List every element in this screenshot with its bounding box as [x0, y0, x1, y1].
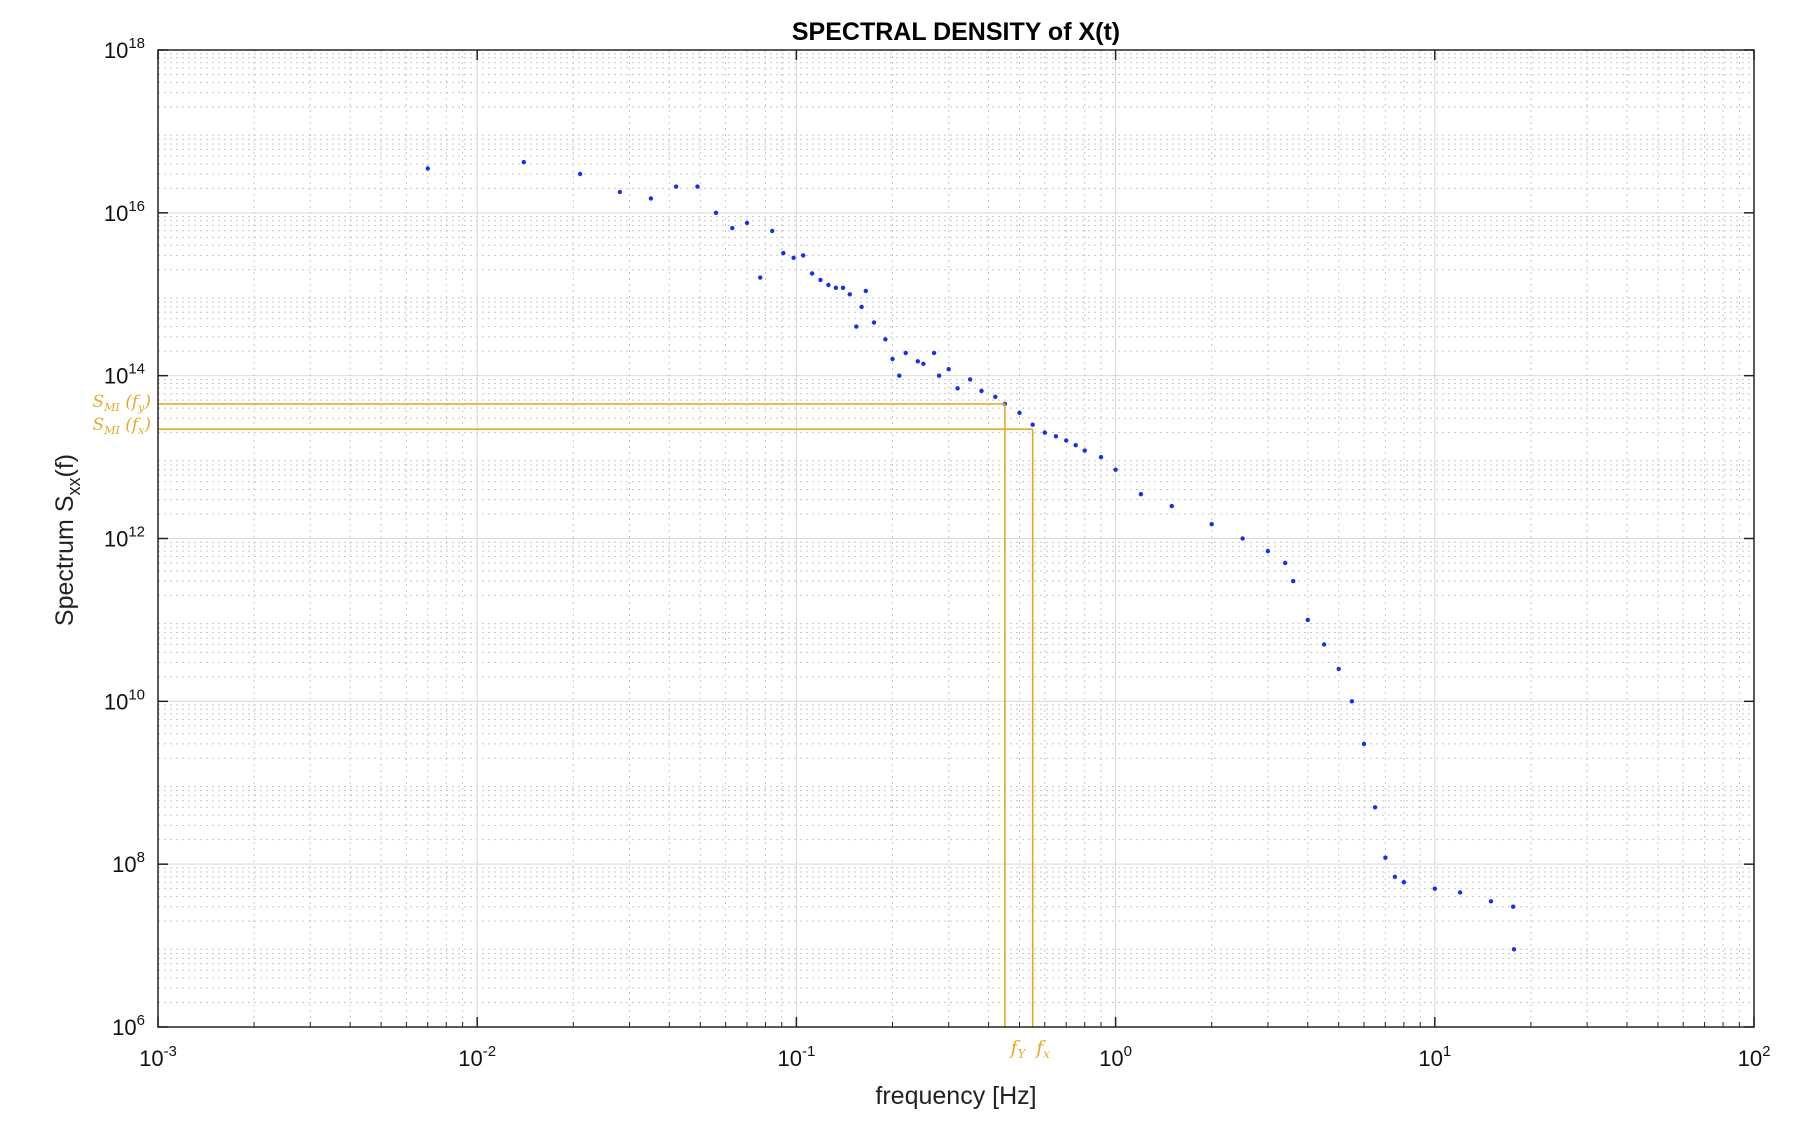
data-point	[770, 228, 775, 234]
x-tick-label: 10-3	[139, 1043, 177, 1071]
data-points	[425, 159, 1517, 952]
data-point	[967, 377, 973, 382]
data-point	[1053, 434, 1059, 439]
y-axis-label-main: Spectrum S	[51, 496, 79, 627]
data-point	[1138, 492, 1144, 497]
data-point	[921, 361, 926, 366]
x-tick-label: 10-1	[777, 1043, 815, 1071]
data-point	[883, 337, 888, 342]
data-point	[1336, 666, 1341, 672]
data-point	[801, 253, 806, 258]
data-point	[695, 184, 700, 189]
data-point	[617, 189, 623, 195]
data-point	[833, 285, 839, 290]
data-point	[1240, 536, 1245, 541]
data-point	[673, 184, 679, 189]
data-point	[955, 386, 960, 391]
data-point	[863, 288, 868, 294]
data-point	[1169, 503, 1175, 509]
x-tick-label: 100	[1099, 1043, 1132, 1071]
data-point	[1042, 430, 1048, 435]
data-point	[1511, 947, 1517, 952]
data-point	[915, 359, 920, 364]
data-point	[931, 350, 937, 356]
data-point	[1392, 874, 1398, 879]
y-tick-label: 1010	[104, 686, 145, 714]
data-point	[1098, 454, 1104, 460]
data-point	[1291, 578, 1296, 584]
data-point	[758, 275, 763, 280]
data-point	[1488, 899, 1494, 904]
y-axis-label-tail: (f)	[51, 454, 79, 478]
data-point	[903, 350, 908, 356]
data-point	[936, 373, 942, 378]
data-point	[897, 373, 902, 378]
data-point	[1030, 422, 1035, 427]
x-tick-label: 102	[1738, 1043, 1771, 1071]
data-point	[979, 388, 984, 394]
y-tick-label: 1016	[104, 198, 145, 226]
x-axis-label: frequency [Hz]	[875, 1082, 1036, 1110]
data-point	[1209, 522, 1214, 527]
data-point	[577, 171, 583, 177]
data-point	[1401, 880, 1407, 885]
data-point	[1265, 548, 1271, 554]
data-point	[809, 271, 815, 276]
data-point	[1064, 438, 1069, 443]
data-point	[1511, 904, 1516, 909]
data-point	[1073, 443, 1078, 448]
data-point	[1305, 617, 1311, 623]
data-point	[1361, 741, 1367, 747]
data-point	[730, 225, 735, 231]
data-point	[1082, 448, 1087, 453]
data-point	[744, 220, 750, 226]
data-point	[1457, 890, 1463, 895]
y-axis-label: Spectrum Sxx(f)	[51, 454, 84, 626]
y-tick-label: 106	[112, 1012, 145, 1040]
data-point	[1372, 805, 1378, 810]
annotation-lines	[158, 403, 1034, 1027]
data-point	[648, 196, 654, 201]
data-point	[425, 166, 430, 171]
annotation-label-fx: fx	[1034, 1037, 1050, 1061]
data-point	[854, 324, 859, 329]
x-tick-label: 101	[1418, 1043, 1451, 1071]
y-tick-label: 1014	[104, 361, 145, 389]
annotation-label-fy: fY	[1009, 1037, 1027, 1061]
data-point	[1432, 886, 1438, 891]
data-point	[1383, 855, 1388, 860]
annotation-label-s-fx: SMI (fx)	[93, 415, 151, 437]
data-point	[1349, 699, 1355, 704]
data-point	[1321, 642, 1327, 647]
chart-title: SPECTRAL DENSITY of X(t)	[792, 18, 1120, 46]
y-tick-labels: 106 108 1010 1012 1014 1016 1018	[104, 35, 145, 1040]
data-point	[847, 292, 852, 297]
x-tick-labels: 10-3 10-2 10-1 100 101 102	[139, 1043, 1770, 1071]
data-point	[818, 277, 823, 283]
axis-ticks	[157, 49, 1755, 1028]
major-grid	[157, 49, 1755, 1028]
data-point	[946, 367, 951, 372]
data-point	[791, 255, 796, 260]
y-tick-label: 108	[112, 849, 145, 877]
y-tick-label: 1018	[104, 35, 145, 63]
data-point	[521, 159, 526, 165]
data-point	[890, 356, 895, 362]
data-point	[1017, 410, 1022, 415]
data-point	[859, 304, 864, 310]
data-point	[871, 320, 877, 325]
y-axis-label-sub: xx	[64, 478, 84, 496]
data-point	[713, 210, 719, 215]
y-tick-label: 1012	[104, 524, 145, 552]
x-tick-label: 10-2	[458, 1043, 496, 1071]
data-point	[1113, 467, 1118, 472]
data-point	[840, 285, 846, 290]
data-point	[1283, 560, 1288, 566]
annotation-label-s-fy: SMI (fy)	[93, 392, 151, 414]
data-point	[993, 394, 998, 399]
data-point	[781, 250, 786, 256]
data-point	[826, 282, 831, 288]
